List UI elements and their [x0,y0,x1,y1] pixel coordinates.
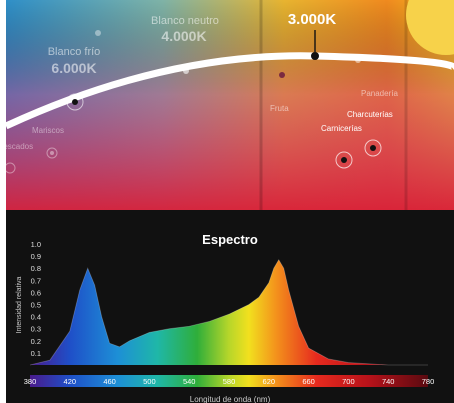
application-marker [50,151,54,155]
spectrum-line [29,258,428,366]
temperature-gradient-overlay [6,0,454,210]
x-tick-label: 700 [342,377,355,386]
chart-title: Espectro [202,232,258,247]
x-tick-label: 460 [103,377,116,386]
y-tick-label: 0.7 [31,276,41,285]
x-tick-label: 660 [302,377,315,386]
curve-label-title: Blanco neutro [151,15,219,27]
x-tick-label: 740 [382,377,395,386]
spectrum-panel: Espectro Intensidad relativa Longitud de… [6,210,454,403]
y-tick-label: 0.9 [31,252,41,261]
curve-label-value: 4.000K [161,28,206,44]
y-tick-label: 1.0 [31,240,41,249]
curve-label-title: Blanco frío [48,46,101,58]
application-label: Pescados [6,142,33,151]
application-label: Panadería [361,89,398,98]
application-marker-ring [364,139,382,157]
y-tick-label: 0.4 [31,313,41,322]
application-label: Mariscos [32,126,64,135]
curve-label-value: 6.000K [51,60,96,76]
application-marker-ring [46,147,58,159]
application-marker-ring [335,151,353,169]
y-tick-label: 0.2 [31,337,41,346]
y-axis-label: Intensidad relativa [16,276,23,333]
x-tick-label: 420 [64,377,77,386]
color-temperature-svg: Blanco frío 6.000K Blanco neutro 4.000K … [6,0,454,210]
y-tick-label: 0.8 [31,264,41,273]
curve-marker [183,68,189,74]
x-tick-label: 380 [24,377,37,386]
x-tick-label: 580 [223,377,236,386]
application-marker [279,72,285,78]
application-marker [341,157,347,163]
x-tick-label: 620 [263,377,276,386]
color-temperature-map: Blanco frío 6.000K Blanco neutro 4.000K … [6,0,454,210]
application-label: Charcuterías [347,110,393,119]
application-label: Fruta [270,104,289,113]
decorative-circle [406,0,454,55]
curve-label-value: 3.000K [288,11,337,28]
x-axis-label: Longitud de onda (nm) [190,395,271,403]
application-label: Carnicerías [321,124,362,133]
y-tick-label: 0.6 [31,288,41,297]
y-tick-label: 0.1 [31,349,41,358]
application-marker-ring [6,162,16,174]
y-tick-label: 0.3 [31,325,41,334]
curve-marker [355,57,361,63]
spectrum-chart: Espectro Intensidad relativa Longitud de… [16,232,435,403]
x-tick-label: 780 [422,377,435,386]
temperature-curve [6,52,454,130]
spectrum-area [30,259,428,365]
map-dot [95,30,101,36]
y-tick-label: 0.5 [31,301,41,310]
wavelength-color-bar [30,375,428,387]
x-tick-label: 540 [183,377,196,386]
curve-marker-ring [66,93,84,111]
application-marker [370,145,376,151]
curve-marker [311,52,319,60]
curve-marker [72,99,78,105]
x-tick-label: 500 [143,377,156,386]
